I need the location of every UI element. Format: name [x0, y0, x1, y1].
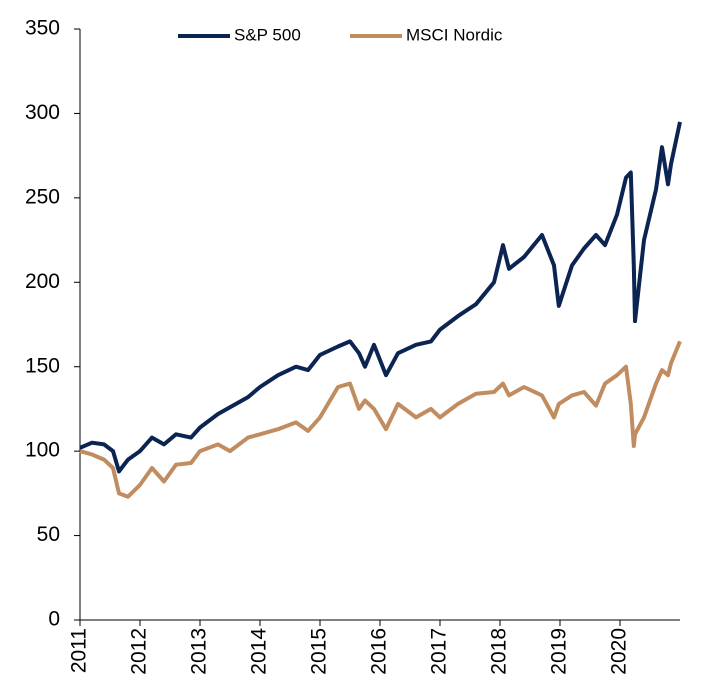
series-line: [79, 121, 682, 474]
x-tick-label: 2012: [128, 628, 151, 675]
y-tick-label: 200: [25, 270, 60, 293]
y-tick-label: 150: [25, 354, 60, 377]
x-tick-label: 2018: [488, 628, 511, 675]
y-tick-label: 0: [48, 608, 60, 631]
x-tick-label: 2013: [188, 628, 211, 675]
x-tick-label: 2011: [68, 628, 91, 673]
legend-label: S&P 500: [234, 25, 301, 44]
x-tick-label: 2016: [368, 628, 391, 675]
series-line: [79, 340, 682, 499]
x-tick-label: 2014: [248, 628, 271, 675]
y-tick-label: 300: [25, 101, 60, 124]
y-tick-label: 50: [37, 523, 60, 546]
y-tick-label: 100: [25, 439, 60, 462]
x-tick-label: 2019: [548, 628, 571, 675]
x-tick-label: 2015: [308, 628, 331, 675]
legend-label: MSCI Nordic: [406, 25, 503, 44]
y-tick-label: 350: [25, 17, 60, 40]
x-tick-label: 2017: [428, 628, 451, 675]
y-tick-label: 250: [25, 185, 60, 208]
x-tick-label: 2020: [608, 628, 631, 675]
